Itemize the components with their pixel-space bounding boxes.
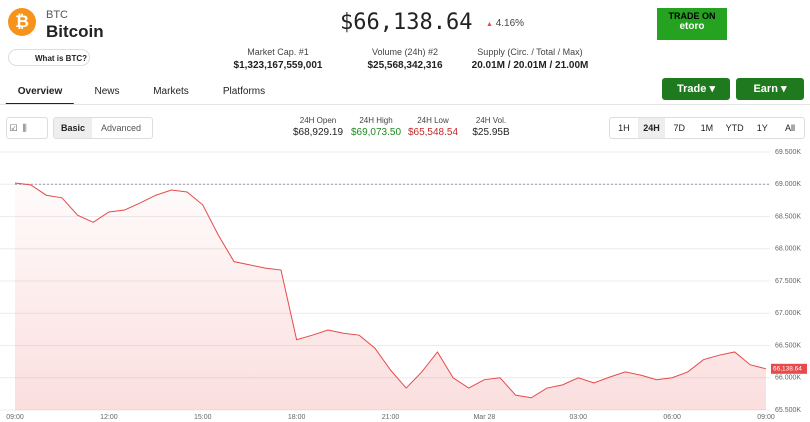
range-button[interactable]: 24H	[637, 118, 666, 138]
y-tick-label: 69.500K	[775, 149, 801, 156]
ad-brand: etoro	[679, 21, 705, 32]
ohlc-item: 24H Low $65,548.54	[408, 116, 458, 138]
x-tick-label: 09:00	[6, 414, 24, 421]
stat-value: $1,323,167,559,001	[233, 60, 323, 71]
tab[interactable]: Markets	[153, 86, 189, 97]
x-tick-label: 03:00	[569, 414, 587, 421]
divider	[0, 104, 810, 105]
coin-icon: ₿	[8, 8, 36, 36]
tab[interactable]: Overview	[5, 86, 75, 105]
stat: Supply (Circ. / Total / Max) 20.01M / 20.…	[472, 47, 589, 71]
range-button[interactable]: 1H	[618, 123, 630, 133]
mode-advanced[interactable]: Advanced	[100, 123, 142, 133]
x-tick-label: Mar 28	[473, 414, 495, 421]
earn-button[interactable]: Earn ▾	[736, 78, 804, 100]
stat-value: 20.01M / 20.01M / 21.00M	[471, 60, 589, 71]
ohlc-label: 24H Low	[417, 116, 449, 125]
chart-type-toggle[interactable]: ☑ ⫼	[6, 117, 48, 139]
x-tick-label: 06:00	[663, 414, 681, 421]
y-tick-label: 69.000K	[775, 181, 801, 188]
range-button[interactable]: 1Y	[756, 123, 768, 133]
ohlc-value: $69,073.50	[350, 127, 402, 138]
y-tick-label: 67.500K	[775, 278, 801, 285]
stat-label: Supply (Circ. / Total / Max)	[477, 47, 583, 57]
tab[interactable]: News	[94, 86, 120, 97]
x-tick-label: 15:00	[194, 414, 212, 421]
price: $66,138.64	[340, 10, 473, 35]
x-tick-label: 18:00	[288, 414, 306, 421]
trade-button[interactable]: Trade ▾	[662, 78, 730, 100]
y-tick-label: 66.000K	[775, 375, 801, 382]
mode-toggle: Basic Advanced	[53, 117, 153, 139]
ad[interactable]: TRADE ON etoro	[657, 8, 727, 40]
ohlc-item: 24H Open $68,929.19	[293, 116, 343, 138]
ohlc-value: $68,929.19	[292, 127, 344, 138]
stat: Volume (24h) #2 $25,568,342,316	[367, 47, 442, 71]
ohlc-label: 24H Vol.	[475, 116, 507, 125]
x-tick-label: 09:00	[757, 414, 775, 421]
y-tick-label: 65.500K	[775, 407, 801, 414]
range-selector: 1H 24H 7D 1M YTD 1Y All	[609, 117, 805, 139]
stat: Market Cap. #1 $1,323,167,559,001	[234, 47, 323, 71]
range-button[interactable]: YTD	[725, 123, 744, 133]
ohlc-item: 24H High $69,073.50	[351, 116, 401, 138]
line	[14, 182, 767, 399]
ohlc-item: 24H Vol. $25.95B	[472, 116, 509, 138]
y-tick-label: 68.500K	[775, 213, 801, 220]
ohlc-label: 24H High	[359, 116, 393, 125]
mode-basic[interactable]: Basic	[54, 118, 92, 138]
coin-name: Bitcoin	[46, 22, 104, 41]
y-tick-label: 66.500K	[775, 342, 801, 349]
stat-label: Market Cap. #1	[247, 47, 309, 57]
ohlc-value: $65,548.54	[407, 127, 459, 138]
ohlc-label: 24H Open	[299, 116, 337, 125]
change-value: 4.16%	[495, 18, 525, 29]
area	[15, 182, 766, 410]
symbol: BTC	[46, 9, 68, 21]
x-tick-label: 12:00	[100, 414, 118, 421]
range-button[interactable]: All	[784, 123, 795, 133]
range-button[interactable]: 7D	[673, 123, 685, 133]
what-is-button[interactable]: What is BTC?	[8, 49, 90, 66]
change: ▲ 4.16%	[486, 18, 525, 29]
price-tag	[771, 363, 807, 374]
tab[interactable]: Platforms	[222, 86, 266, 97]
stat-value: $25,568,342,316	[367, 60, 443, 71]
y-tick-label: 68.000K	[775, 246, 801, 253]
range-button[interactable]: 1M	[700, 123, 714, 133]
ohlc-value: $25.95B	[472, 127, 510, 138]
ad-title: TRADE ON	[668, 11, 716, 21]
stat-label: Volume (24h) #2	[371, 47, 439, 57]
label: Earn	[753, 83, 778, 95]
chart: 65.500K 66.000K 66.500K 67.000K 67.500K 68.00…	[0, 149, 807, 421]
price-tag-label: 66,138.64	[773, 366, 802, 373]
y-tick-label: 67.000K	[775, 310, 801, 317]
x-tick-label: 21:00	[382, 414, 400, 421]
label: Trade	[677, 83, 707, 95]
